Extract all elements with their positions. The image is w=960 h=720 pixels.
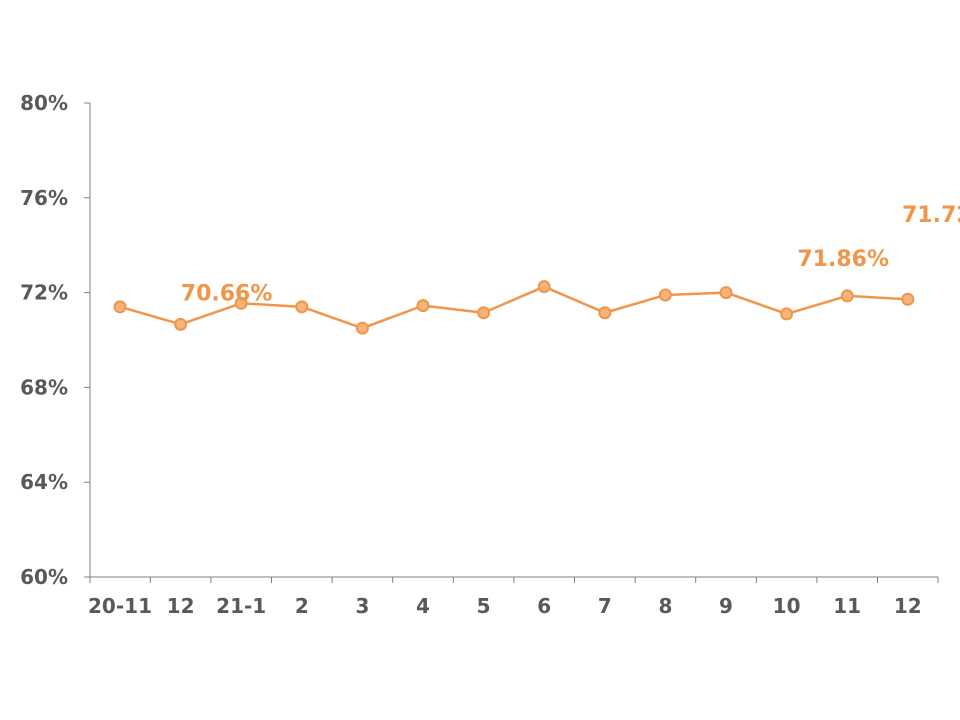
data-label: 71.72% [902, 203, 960, 228]
x-tick-label: 21-1 [216, 594, 266, 618]
data-point [658, 288, 672, 302]
x-tick-label: 5 [477, 594, 491, 618]
y-tick-label: 60% [20, 565, 68, 589]
x-tick-label: 9 [719, 594, 733, 618]
x-tick-label: 20-11 [88, 594, 152, 618]
x-tick-label: 11 [833, 594, 861, 618]
y-tick-label: 64% [20, 470, 68, 494]
data-point [234, 296, 248, 310]
x-tick-label: 7 [598, 594, 612, 618]
x-tick-label: 12 [894, 594, 922, 618]
data-point [901, 292, 915, 306]
y-tick-label: 72% [20, 281, 68, 305]
x-tick-label: 3 [355, 594, 369, 618]
data-point [113, 300, 127, 314]
x-tick-label: 10 [773, 594, 801, 618]
y-tick-label: 76% [20, 186, 68, 210]
data-point [780, 307, 794, 321]
data-point [416, 299, 430, 313]
x-tick-label: 6 [537, 594, 551, 618]
series-line [119, 285, 908, 330]
data-label: 71.86% [797, 247, 889, 272]
x-tick-label: 12 [167, 594, 195, 618]
data-point [840, 289, 854, 303]
data-point [537, 280, 551, 294]
data-point [355, 321, 369, 335]
data-point [295, 300, 309, 314]
x-tick-label: 4 [416, 594, 430, 618]
data-point [598, 306, 612, 320]
x-tick-label: 2 [295, 594, 309, 618]
y-tick-label: 80% [20, 91, 68, 115]
data-point [719, 286, 733, 300]
y-tick-label: 68% [20, 375, 68, 399]
data-label: 70.66% [181, 281, 273, 306]
x-tick-label: 8 [658, 594, 672, 618]
data-point [477, 306, 491, 320]
data-point [174, 317, 188, 331]
